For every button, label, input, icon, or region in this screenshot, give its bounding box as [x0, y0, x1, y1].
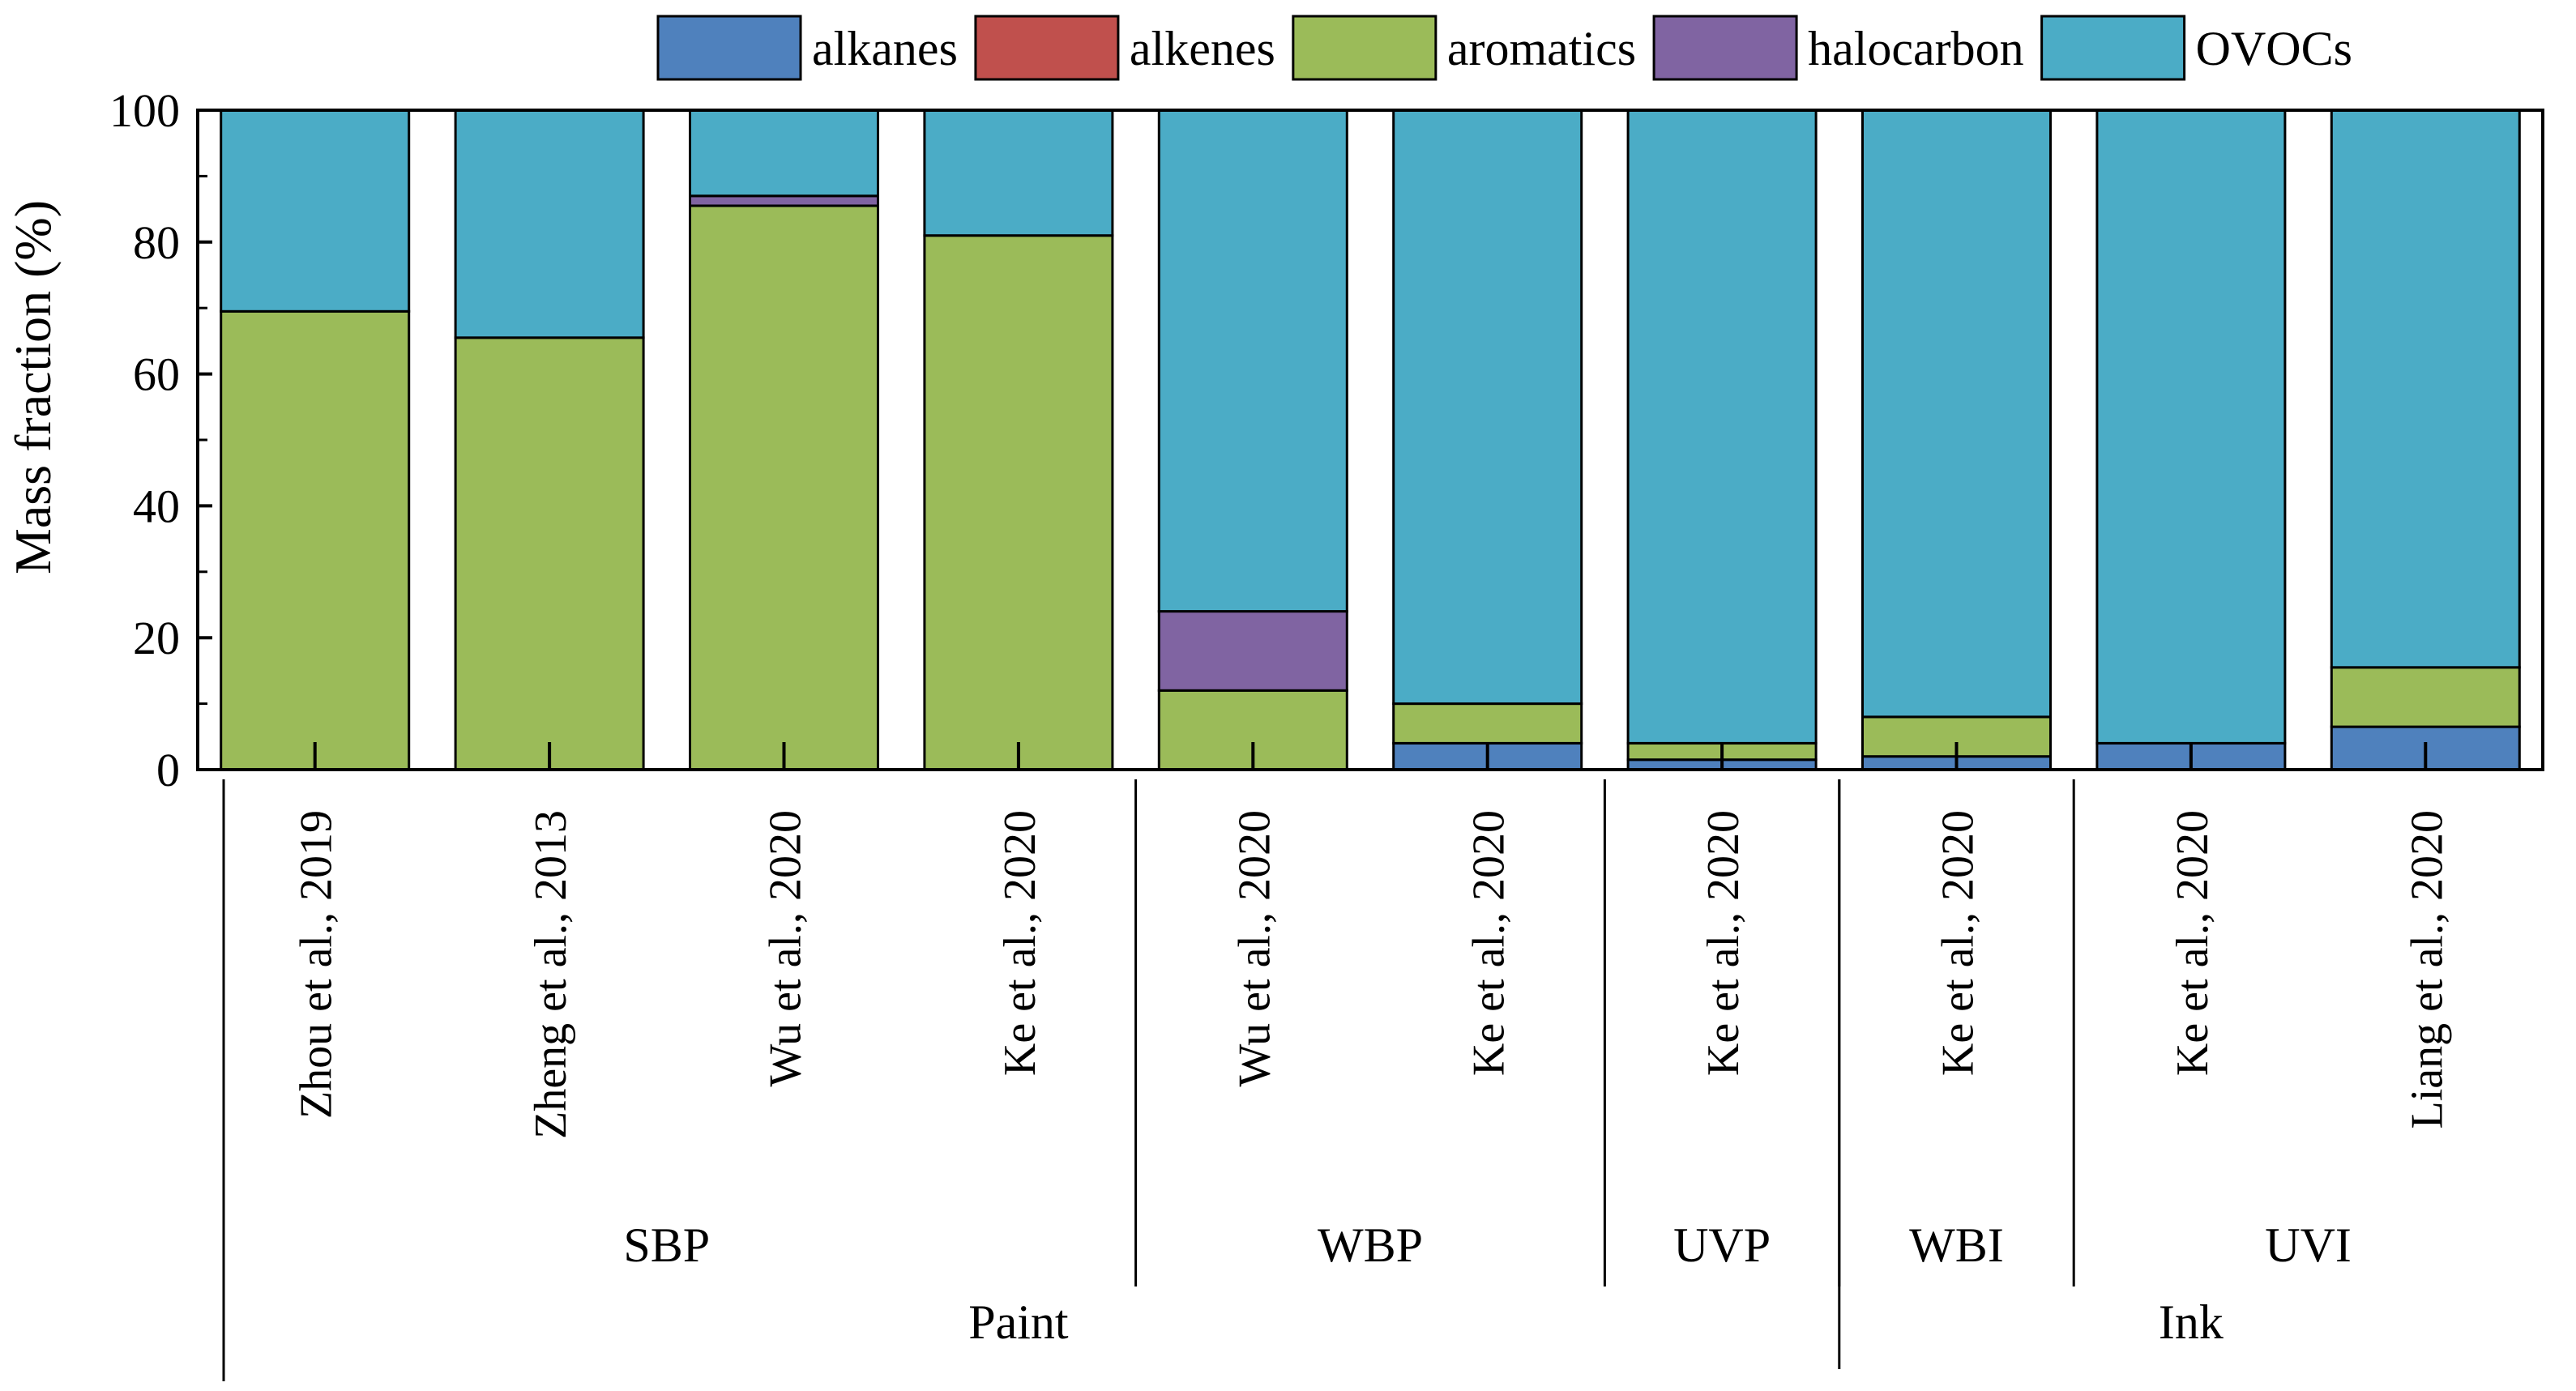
- bar-segment-aromatics: [220, 309, 411, 771]
- subgroup-label: UVI: [2265, 1218, 2352, 1272]
- category-label: Zhou et al., 2019: [292, 810, 342, 1119]
- bar-stack: [1626, 109, 1818, 771]
- legend-swatch: [1652, 15, 1798, 81]
- bar-stack: [1861, 109, 2052, 771]
- category-label: Ke et al., 2020: [1933, 810, 1984, 1076]
- category-label: Wu et al., 2020: [761, 810, 811, 1086]
- bar-segment-OVOCs: [454, 109, 645, 339]
- bar-segment-halocarbon: [1157, 610, 1348, 692]
- bar-segment-OVOCs: [2095, 109, 2287, 745]
- bar-segment-halocarbon: [689, 194, 879, 207]
- legend: alkanes alkenes aromatics halocarbon OVOCs: [656, 15, 2352, 81]
- legend-swatch: [656, 15, 802, 81]
- legend-item-halocarbon: halocarbon: [1652, 15, 2024, 81]
- group-label: Ink: [2159, 1295, 2224, 1349]
- bar-segment-OVOCs: [2330, 109, 2521, 669]
- legend-item-OVOCs: OVOCs: [2040, 15, 2352, 81]
- y-tick-label: 80: [133, 216, 180, 269]
- bar-stack: [689, 109, 879, 771]
- bar-segment-OVOCs: [220, 109, 411, 313]
- category-label: Ke et al., 2020: [1464, 810, 1514, 1076]
- y-tick-label: 0: [156, 744, 180, 796]
- x-axis: Zhou et al., 2019 Zheng et al., 2013 Wu et…: [222, 779, 2452, 1381]
- bar-segment-OVOCs: [1157, 109, 1348, 613]
- subgroup-label: SBP: [623, 1218, 710, 1272]
- legend-label: OVOCs: [2196, 22, 2352, 75]
- bar-stack: [1392, 109, 1583, 771]
- category-label: Wu et al., 2020: [1229, 810, 1279, 1086]
- legend-label: alkenes: [1130, 22, 1275, 75]
- bar-stack: [220, 109, 411, 771]
- bar-segment-OVOCs: [1392, 109, 1583, 706]
- bar-segment-aromatics: [2330, 666, 2521, 728]
- legend-swatch: [1292, 15, 1438, 81]
- y-axis: 0 20 40 60 80 100: [109, 84, 212, 796]
- category-label: Ke et al., 2020: [2168, 810, 2218, 1076]
- legend-swatch: [2040, 15, 2186, 81]
- bar-segment-OVOCs: [1626, 109, 1818, 745]
- plot-area: [196, 109, 2544, 771]
- legend-label: aromatics: [1447, 22, 1636, 75]
- bar-segment-OVOCs: [923, 109, 1114, 237]
- bar-segment-OVOCs: [1861, 109, 2052, 719]
- y-axis-title: Mass fraction (%): [4, 200, 62, 574]
- bar-stack: [454, 109, 645, 771]
- legend-label: halocarbon: [1808, 22, 2024, 75]
- category-label: Ke et al., 2020: [1698, 810, 1749, 1076]
- bar-stack: [923, 109, 1114, 771]
- bar-segment-aromatics: [689, 204, 879, 771]
- bar-segment-aromatics: [454, 336, 645, 771]
- group-label: Paint: [968, 1295, 1069, 1349]
- bar-segment-aromatics: [1392, 702, 1583, 745]
- bar-stack: [2095, 109, 2287, 771]
- subgroup-label: WBP: [1318, 1218, 1423, 1272]
- category-label: Ke et al., 2020: [995, 810, 1045, 1076]
- y-tick-label: 100: [109, 84, 180, 137]
- category-label: Liang et al., 2020: [2402, 810, 2452, 1129]
- legend-item-alkenes: alkenes: [974, 15, 1275, 81]
- y-tick-label: 60: [133, 348, 180, 401]
- legend-item-aromatics: aromatics: [1292, 15, 1636, 81]
- bar-segment-OVOCs: [689, 109, 879, 198]
- bar-stack: [1157, 109, 1348, 771]
- bar-stack: [2330, 109, 2521, 771]
- legend-swatch: [974, 15, 1120, 81]
- legend-item-alkanes: alkanes: [656, 15, 958, 81]
- bar-segment-aromatics: [923, 234, 1114, 771]
- legend-label: alkanes: [812, 22, 958, 75]
- subgroup-label: UVP: [1673, 1218, 1771, 1272]
- category-label: Zheng et al., 2013: [526, 810, 576, 1139]
- y-tick-label: 20: [133, 612, 180, 664]
- subgroup-label: WBI: [1909, 1218, 2004, 1272]
- y-tick-label: 40: [133, 480, 180, 532]
